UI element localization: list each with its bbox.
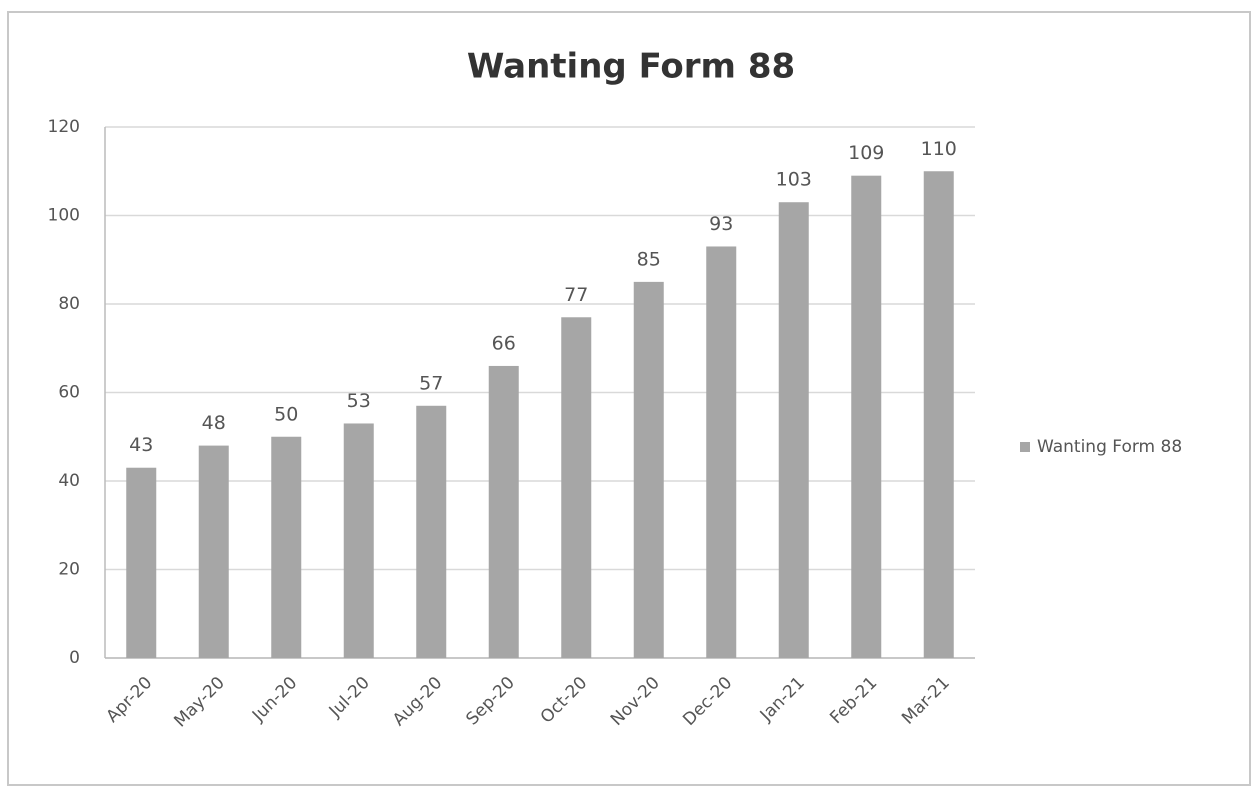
y-tick-label: 100 [48,206,80,226]
bar [271,436,302,658]
data-label: 93 [709,213,733,235]
y-tick-label: 80 [58,294,80,314]
y-tick-label: 40 [58,471,80,491]
y-tick-label: 20 [58,560,80,580]
bar [778,202,809,658]
y-tick-label: 120 [48,117,80,137]
data-label: 66 [492,332,516,354]
data-label: 53 [347,390,371,412]
data-label: 85 [637,248,661,270]
bar [851,175,882,659]
bar [923,171,954,658]
data-label: 48 [202,412,226,434]
bar [343,423,374,658]
data-label: 57 [419,372,443,394]
bar [416,405,447,658]
data-label: 110 [921,138,957,160]
bar [488,365,519,658]
y-tick-label: 60 [58,383,80,403]
legend-label: Wanting Form 88 [1037,437,1182,457]
bar [561,317,592,658]
chart-title: Wanting Form 88 [467,47,795,87]
bar [198,445,229,658]
bar [633,281,664,658]
data-label: 43 [129,434,153,456]
data-label: 103 [776,169,812,191]
data-label: 109 [848,142,884,164]
legend-marker [1020,442,1030,452]
bar [706,246,737,658]
data-label: 77 [564,284,588,306]
bar [126,467,157,658]
chart-frame [7,11,1251,786]
y-tick-label: 0 [69,648,80,668]
data-label: 50 [274,403,298,425]
